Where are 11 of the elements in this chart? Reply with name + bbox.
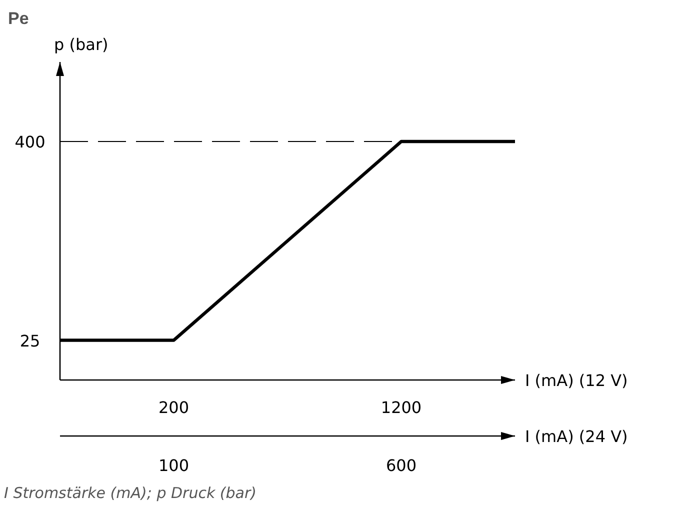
x2-axis-title: I (mA) (24 V) bbox=[525, 427, 628, 446]
y-axis-title: p (bar) bbox=[54, 35, 108, 54]
text: I Stromstärke (mA); p Druck (bar) bbox=[4, 484, 256, 502]
x2-tick-label: 600 bbox=[386, 456, 417, 475]
x-axis-title: I (mA) (12 V) bbox=[525, 371, 628, 390]
y-tick-label: 400 bbox=[14, 132, 46, 152]
x-tick-label: 200 bbox=[158, 398, 190, 417]
chart-title: Pe bbox=[8, 9, 29, 28]
y-tick-label: 25 bbox=[20, 331, 40, 350]
x2-tick-label: 100 bbox=[158, 456, 190, 475]
x-tick-label: 1200 bbox=[380, 398, 422, 417]
